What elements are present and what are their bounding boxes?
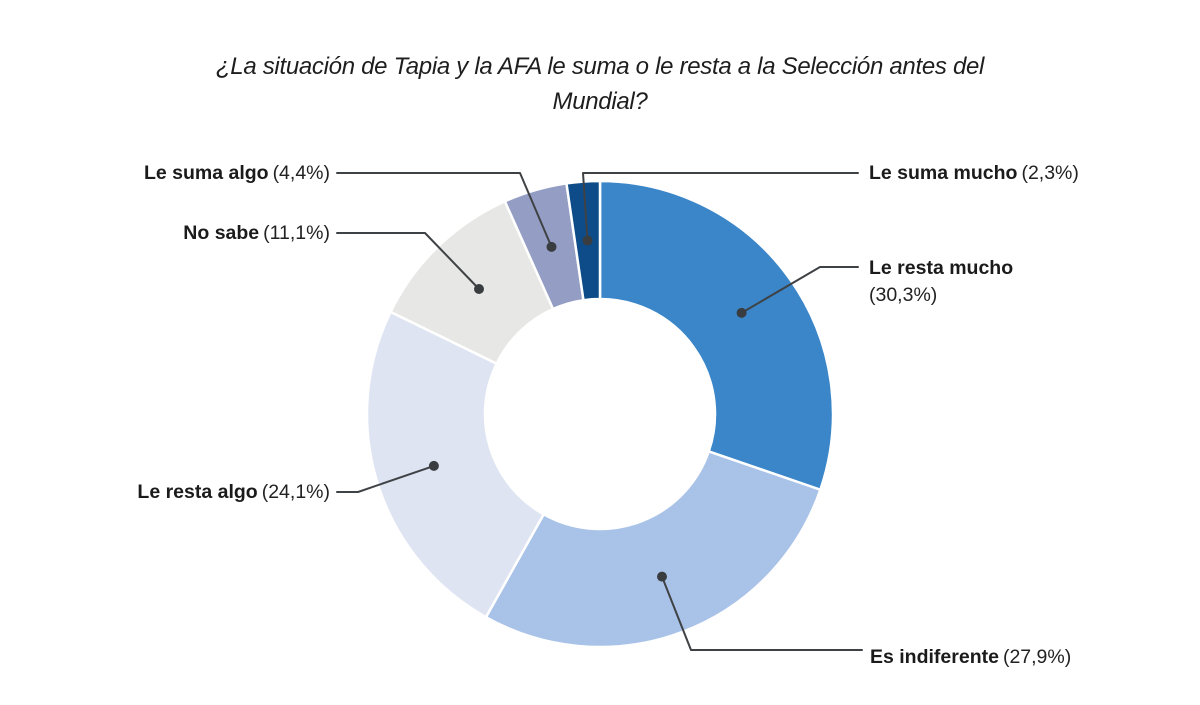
segment-name: Le resta algo — [137, 481, 258, 503]
leader-line-le-resta-mucho — [740, 266, 859, 314]
chart-title-line1: ¿La situación de Tapia y la AFA le suma … — [215, 53, 985, 80]
callout-es-indiferente: Es indiferente (27,9%) — [870, 644, 1071, 670]
segment-name: Le suma algo — [143, 162, 269, 184]
callout-le-resta-mucho: Le resta mucho (30,3%) — [869, 255, 1013, 309]
chart-title: ¿La situación de Tapia y la AFA le suma … — [0, 49, 1200, 119]
callout-le-resta-algo: Le resta algo (24,1%) — [137, 479, 330, 505]
segment-pct: (2,3%) — [1021, 162, 1079, 184]
leader-line-le-suma-algo — [336, 172, 553, 248]
segment-pct: (27,9%) — [1002, 646, 1072, 668]
leader-dot-le-suma-mucho — [582, 235, 593, 246]
donut-segment-es-indiferente — [484, 450, 822, 649]
callout-le-suma-algo: Le suma algo (4,4%) — [144, 160, 330, 186]
segment-name: No sabe — [183, 222, 260, 244]
leader-line-le-suma-mucho — [582, 172, 859, 242]
leader-line-le-resta-algo — [336, 464, 435, 493]
leader-dot-le-resta-mucho — [736, 307, 747, 318]
segment-name: Es indiferente — [870, 646, 999, 668]
segment-name: Le resta mucho — [869, 257, 1014, 279]
leader-line-es-indiferente — [661, 575, 863, 651]
donut-segment-le-resta-algo — [365, 310, 545, 619]
donut-segment-le-resta-mucho — [598, 179, 835, 491]
segment-pct: (24,1%) — [261, 481, 330, 503]
callout-le-suma-mucho: Le suma mucho (2,3%) — [869, 160, 1079, 186]
leader-dot-le-resta-algo — [428, 460, 439, 471]
segment-pct: (4,4%) — [272, 162, 330, 184]
segment-pct: (30,3%) — [869, 284, 938, 306]
callout-no-sabe: No sabe (11,1%) — [183, 220, 330, 246]
leader-dot-no-sabe — [474, 284, 484, 294]
segment-pct: (11,1%) — [263, 222, 330, 244]
leader-dot-es-indiferente — [657, 571, 667, 582]
leader-dot-le-suma-algo — [546, 241, 557, 252]
leader-line-no-sabe — [336, 232, 480, 290]
segment-name: Le suma mucho — [869, 162, 1018, 184]
chart-title-line2: Mundial? — [552, 88, 648, 115]
